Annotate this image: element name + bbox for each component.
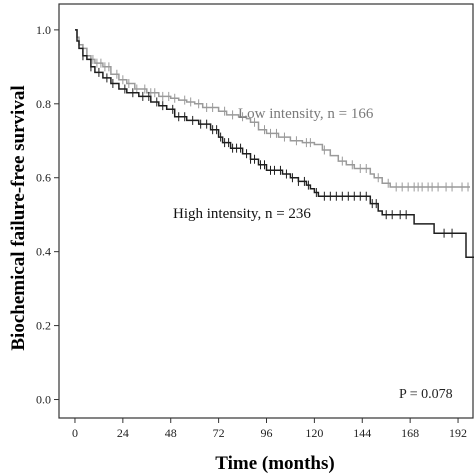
x-tick-label: 96 <box>261 426 273 440</box>
series-high-intensity <box>75 29 474 258</box>
y-tick-label: 0.4 <box>36 245 51 259</box>
survival-curve <box>75 29 474 258</box>
series-low-intensity <box>75 29 470 192</box>
p-value-label: P = 0.078 <box>399 387 453 402</box>
series-layer <box>75 29 474 258</box>
x-tick-label: 48 <box>165 426 177 440</box>
x-tick-label: 144 <box>353 426 371 440</box>
survival-curve <box>75 29 470 188</box>
x-tick-label: 24 <box>117 426 129 440</box>
annotation-layer: Low intensity, n = 166 High intensity, n … <box>173 106 453 402</box>
y-axis: 0.0 0.2 0.4 0.6 0.8 1.0 <box>36 23 59 407</box>
y-tick-label: 0.6 <box>36 171 51 185</box>
x-tick-label: 192 <box>449 426 467 440</box>
x-axis-title: Time (months) <box>215 453 334 474</box>
y-axis-title: Biochemical failure-free survival <box>8 85 29 350</box>
x-tick-label: 0 <box>72 426 78 440</box>
y-tick-label: 1.0 <box>36 23 51 37</box>
x-tick-label: 72 <box>213 426 225 440</box>
y-tick-label: 0.8 <box>36 97 51 111</box>
y-tick-label: 0.2 <box>36 319 51 333</box>
x-tick-label: 168 <box>401 426 419 440</box>
x-tick-label: 120 <box>305 426 323 440</box>
low-intensity-label: Low intensity, n = 166 <box>238 106 374 122</box>
y-tick-label: 0.0 <box>36 393 51 407</box>
x-axis: 0 24 48 72 96 120 144 168 192 <box>72 418 467 440</box>
high-intensity-label: High intensity, n = 236 <box>173 206 311 222</box>
